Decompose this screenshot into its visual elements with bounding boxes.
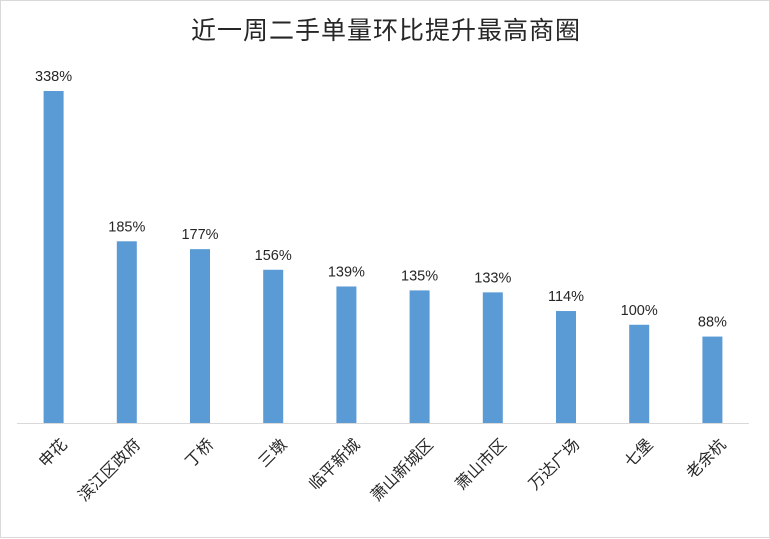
value-label-5: 135% [401, 268, 438, 284]
bar-3 [263, 269, 284, 423]
bar-2 [190, 249, 210, 423]
bar-8 [629, 324, 650, 423]
category-labels-group: 申花 滨江区政府 丁桥 三墩 临平新城 萧山新城区 萧山市区 万达广场 七堡 老余杭 [35, 435, 730, 505]
bar-4 [336, 286, 357, 423]
value-label-7: 114% [548, 289, 584, 305]
bar-0 [43, 91, 64, 423]
category-label-0: 申花 [35, 435, 71, 471]
value-label-1: 185% [108, 219, 145, 235]
value-label-9: 88% [698, 315, 727, 331]
category-label-4: 临平新城 [305, 435, 364, 494]
value-labels-group: 338% 185% 177% 156% 139% 135% 133% 114% 100% 88% [35, 69, 727, 331]
bar-6 [482, 292, 503, 423]
category-label-3: 三墩 [254, 435, 290, 471]
value-label-2: 177% [181, 227, 218, 243]
value-label-0: 338% [35, 69, 72, 85]
bar-7 [556, 311, 576, 423]
category-label-6: 萧山市区 [451, 435, 510, 494]
value-label-6: 133% [474, 270, 511, 286]
category-label-1: 滨江区政府 [74, 435, 144, 505]
category-label-8: 七堡 [620, 435, 656, 471]
chart-title: 近一周二手单量环比提升最高商圈 [190, 16, 581, 45]
value-label-3: 156% [255, 248, 292, 264]
value-label-8: 100% [621, 303, 658, 319]
bar-5 [409, 290, 430, 423]
category-label-7: 万达广场 [525, 435, 584, 494]
category-label-9: 老余杭 [682, 435, 729, 482]
category-label-2: 丁桥 [181, 435, 217, 471]
value-label-4: 139% [328, 264, 365, 280]
bar-9 [702, 336, 723, 423]
bars-group [43, 91, 723, 423]
bar-1 [116, 241, 137, 423]
category-label-5: 萧山新城区 [367, 435, 437, 505]
